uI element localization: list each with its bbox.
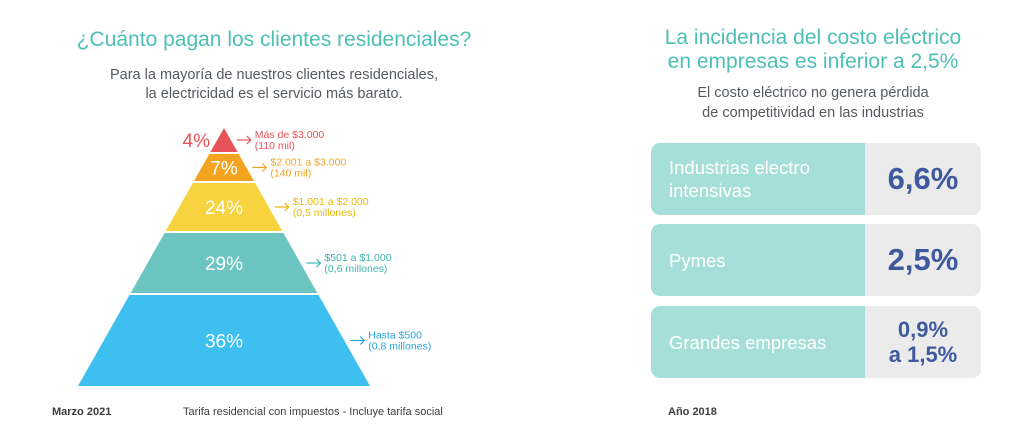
right-title-line1: La incidencia del costo eléctrico: [664, 26, 962, 49]
row-value: 2,5%: [865, 224, 981, 296]
row-value: 6,6%: [865, 143, 981, 215]
pyramid-range-label: $1.001 a $2.000: [293, 196, 369, 208]
row-grandes-empresas: Grandes empresas 0,9% a 1,5%: [651, 306, 981, 378]
left-subtitle-line1: Para la mayoría de nuestros clientes res…: [109, 67, 439, 83]
pyramid-pct-label: 4%: [183, 131, 211, 152]
right-subtitle-line2: de competitividad en las industrias: [702, 105, 924, 121]
pyramid-tier-5: [78, 295, 370, 386]
pyramid-arrow-head: [246, 135, 252, 145]
pyramid-pct-label: 29%: [205, 254, 243, 275]
pyramid-tier-2: [194, 154, 254, 181]
pyramid-range-label: Hasta $500: [368, 330, 422, 342]
pyramid-range-label: Más de $3.000: [255, 129, 325, 141]
pyramid-pct-label: 24%: [205, 198, 243, 219]
row-label-line2: intensivas: [669, 180, 752, 201]
row-label: Grandes empresas: [651, 306, 865, 378]
pyramid-clients-label: (140 mil): [270, 168, 311, 180]
left-footer-note: Tarifa residencial con impuestos - Inclu…: [183, 406, 443, 418]
row-label: Pymes: [651, 224, 865, 296]
pyramid-arrow-head: [261, 163, 268, 172]
pyramid-tier-4: [130, 233, 318, 293]
pyramid-clients-label: (0,5 millones): [293, 207, 356, 219]
pyramid-arrow-head: [315, 258, 322, 268]
row-value-line1: 0,9%: [897, 317, 949, 342]
pyramid-chart: 4% Más de $3.000(110 mil) 7% $2.001 a $3.00…: [78, 128, 431, 386]
row-label: Industrias electro intensivas: [651, 143, 865, 215]
right-title: La incidencia del costo eléctrico en emp…: [624, 26, 1002, 74]
pyramid-tier-1: [210, 128, 238, 152]
pyramid-tier-3: [165, 183, 283, 231]
right-subtitle: El costo eléctrico no genera pérdida de …: [624, 83, 1002, 123]
pyramid-arrow-head: [359, 336, 366, 345]
pyramid-clients-label: (110 mil): [255, 140, 295, 152]
left-title: ¿Cuánto pagan los clientes residenciales…: [76, 28, 472, 51]
pyramid-clients-label: (0,6 millones): [324, 263, 387, 275]
pyramid-range-label: $501 a $1.000: [324, 252, 391, 264]
pyramid-arrow-head: [284, 202, 290, 212]
row-label-line1: Industrias electro: [669, 157, 810, 178]
pyramid-range-label: $2.001 a $3.000: [270, 157, 346, 169]
right-title-line2: en empresas es inferior a 2,5%: [667, 50, 959, 73]
left-subtitle-line2: la electricidad es el servicio más barat…: [145, 86, 403, 102]
right-subtitle-line1: El costo eléctrico no genera pérdida: [697, 85, 929, 101]
row-electro-intensivas: Industrias electro intensivas 6,6%: [651, 143, 981, 215]
row-value: 0,9% a 1,5%: [865, 306, 981, 378]
right-footer-date: Año 2018: [668, 406, 717, 418]
left-subtitle: Para la mayoría de nuestros clientes res…: [0, 66, 548, 104]
pyramid-pct-label: 36%: [205, 332, 243, 353]
left-footer-date: Marzo 2021: [52, 406, 112, 418]
row-pymes: Pymes 2,5%: [651, 224, 981, 296]
pyramid-pct-label: 7%: [210, 159, 238, 180]
pyramid-clients-label: (0,8 millones): [368, 341, 431, 353]
row-value-line2: a 1,5%: [888, 342, 958, 367]
